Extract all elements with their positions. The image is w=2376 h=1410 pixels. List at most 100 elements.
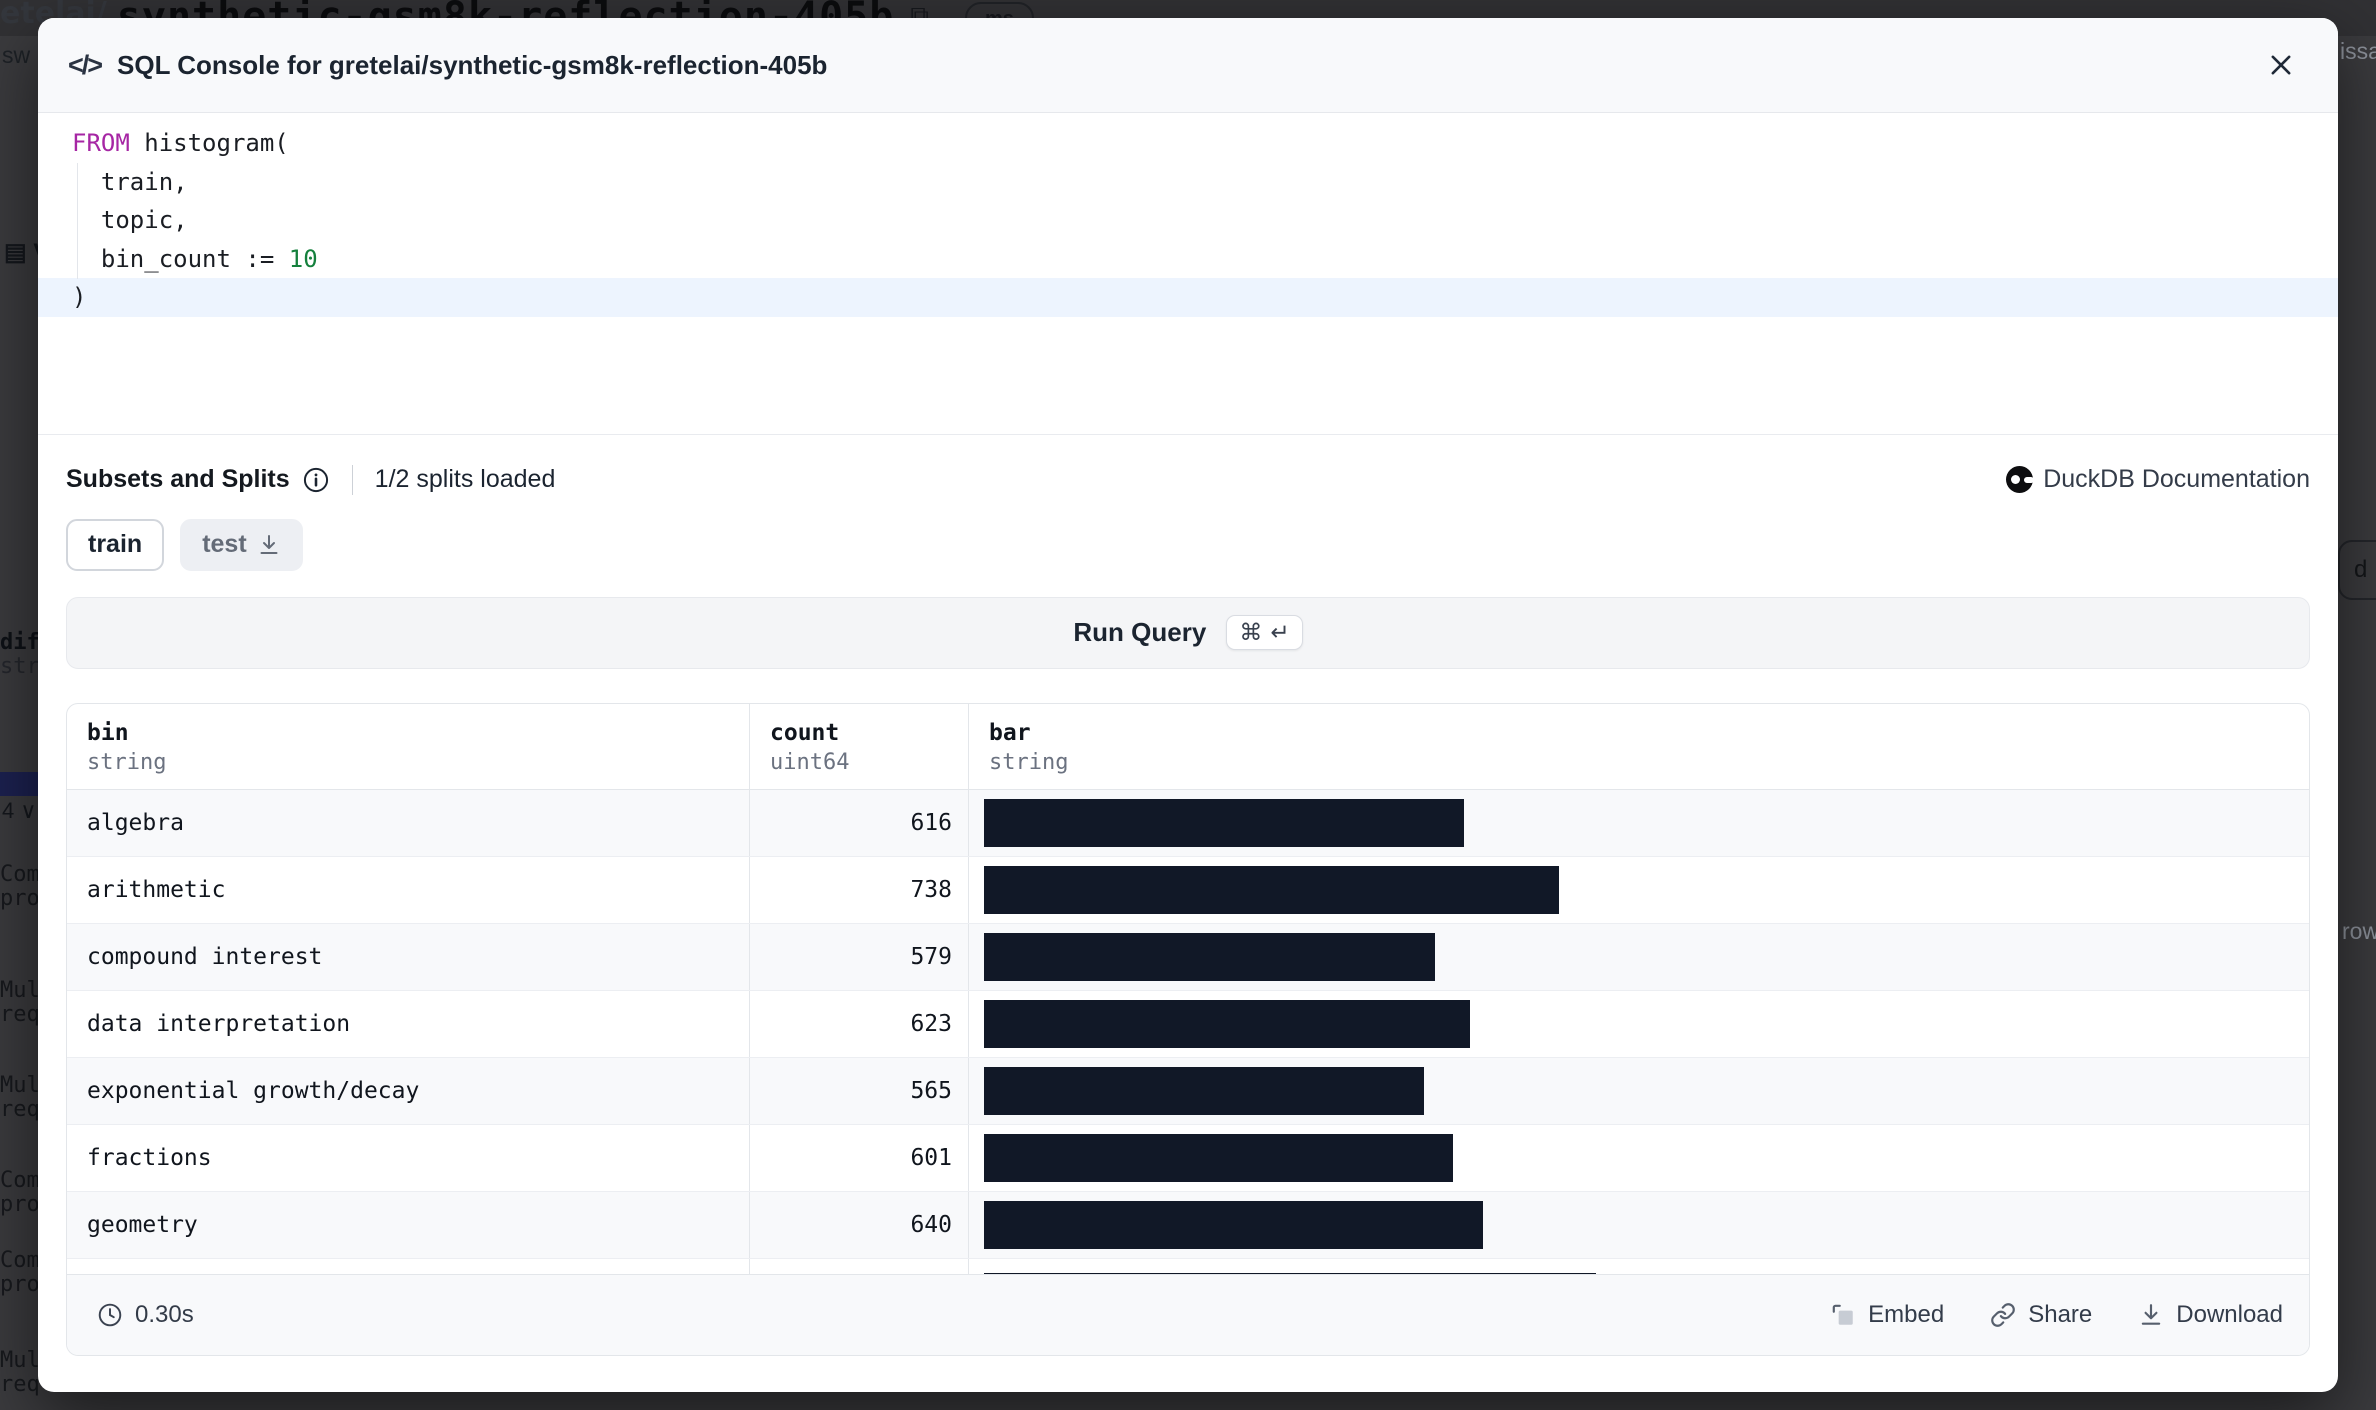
cell-bar xyxy=(968,1124,2309,1191)
embed-button[interactable]: Embed xyxy=(1830,1301,1944,1329)
code-line: train, xyxy=(72,167,188,196)
subsets-title: Subsets and Splits xyxy=(66,465,290,494)
close-icon xyxy=(2271,55,2291,75)
cell-count: 616 xyxy=(749,789,968,856)
cell-count: 601 xyxy=(749,1124,968,1191)
duckdb-documentation-link[interactable]: DuckDB Documentation xyxy=(2006,465,2310,494)
share-button[interactable]: Share xyxy=(1990,1301,2092,1329)
background-fragment: Mul xyxy=(0,1073,40,1098)
split-chip-train[interactable]: train xyxy=(66,518,165,571)
cell-count: 623 xyxy=(749,990,968,1057)
keyboard-shortcut-badge: ⌘ ↵ xyxy=(1226,615,1303,651)
enter-icon: ↵ xyxy=(1270,619,1290,646)
background-fragment: pro xyxy=(0,1192,40,1217)
background-fragment: dif xyxy=(0,630,40,655)
modal-title: SQL Console for gretelai/synthetic-gsm8k… xyxy=(117,49,828,80)
background-fragment: sw xyxy=(2,42,31,68)
download-button[interactable]: Download xyxy=(2138,1301,2283,1329)
split-chip-test[interactable]: test xyxy=(180,518,303,571)
cell-bin: data interpretation xyxy=(87,1010,351,1037)
column-header-count: count uint64 xyxy=(749,703,968,789)
histogram-bar xyxy=(984,1272,1596,1274)
vertical-divider xyxy=(351,464,353,495)
background-fragment: Com xyxy=(0,862,40,887)
background-fragment: Mul xyxy=(0,1348,40,1373)
background-fragment: Com xyxy=(0,1248,40,1273)
histogram-bar xyxy=(984,1200,1483,1249)
cell-count: 565 xyxy=(749,1057,968,1124)
cell-count: 738 xyxy=(749,856,968,923)
embed-icon xyxy=(1832,1304,1853,1325)
clock-icon xyxy=(98,1303,122,1327)
query-duration: 0.30s xyxy=(97,1301,194,1329)
cell-bin: arithmetic xyxy=(87,876,226,903)
table-row: algebra 616 xyxy=(67,789,2309,856)
code-line-active: ) xyxy=(38,278,2338,317)
background-fragment: row xyxy=(2342,918,2376,944)
background-button-fragment: d xyxy=(2338,540,2376,600)
background-fragment: req xyxy=(0,1097,40,1122)
table-row: fractions 601 xyxy=(67,1123,2309,1191)
column-header-bin: bin string xyxy=(87,719,167,775)
cell-bar xyxy=(968,1191,2309,1258)
histogram-bar xyxy=(984,865,1559,914)
cell-bin xyxy=(67,1259,749,1274)
column-header-bar: bar string xyxy=(968,703,2309,789)
background-fragment: req xyxy=(0,1372,40,1397)
sql-console-modal: </> SQL Console for gretelai/synthetic-g… xyxy=(38,18,2338,1392)
table-header-row: bin string count uint64 bar string xyxy=(67,703,2309,790)
cell-bar xyxy=(968,990,2309,1057)
cell-count: 579 xyxy=(749,923,968,990)
info-icon[interactable] xyxy=(302,466,330,494)
results-table: bin string count uint64 bar string algeb… xyxy=(66,702,2310,1356)
section-divider xyxy=(38,433,2338,435)
background-fragment: Com xyxy=(0,1168,40,1193)
background-fragment: pro xyxy=(0,1272,40,1297)
histogram-bar xyxy=(984,798,1464,847)
code-line: FROM histogram( xyxy=(72,129,289,157)
duckdb-logo-icon xyxy=(2006,466,2035,494)
table-row: arithmetic 738 xyxy=(67,855,2309,923)
cell-count: 640 xyxy=(749,1191,968,1258)
link-icon xyxy=(1991,1303,2016,1327)
code-line: bin_count := 10 xyxy=(72,244,318,273)
download-icon xyxy=(260,534,278,554)
cmd-icon: ⌘ xyxy=(1239,619,1263,646)
background-fragment: req xyxy=(0,1002,40,1027)
splits-loaded-status: 1/2 splits loaded xyxy=(374,465,556,494)
code-line: topic, xyxy=(72,206,188,235)
cell-bin: exponential growth/decay xyxy=(87,1077,420,1104)
cell-bar xyxy=(968,923,2309,990)
cell-bar xyxy=(968,1057,2309,1124)
histogram-bar xyxy=(984,932,1435,981)
histogram-bar xyxy=(984,1133,1453,1182)
table-row: exponential growth/decay 565 xyxy=(67,1056,2309,1124)
table-row: data interpretation 623 xyxy=(67,989,2309,1057)
sql-editor[interactable]: FROM histogram( train, topic, bin_count … xyxy=(38,113,2338,317)
cell-bin: geometry xyxy=(87,1211,198,1238)
table-row xyxy=(67,1257,2309,1274)
download-icon xyxy=(2142,1304,2161,1325)
run-query-button[interactable]: Run Query ⌘ ↵ xyxy=(66,596,2310,669)
close-button[interactable] xyxy=(2264,48,2298,82)
indent-guide xyxy=(77,163,78,279)
cell-bar xyxy=(968,856,2309,923)
histogram-bar xyxy=(984,1066,1424,1115)
background-fragment: 4 ∨ xyxy=(2,798,37,823)
cell-bar xyxy=(968,1258,2309,1274)
results-scroll-area[interactable]: algebra 616 arithmetic 738 compound interest… xyxy=(67,789,2309,1274)
cell-bar xyxy=(968,789,2309,856)
table-row: compound interest 579 xyxy=(67,922,2309,990)
cell-bin: algebra xyxy=(87,809,184,836)
background-fragment: pro xyxy=(0,886,40,911)
table-footer: 0.30s Embed S xyxy=(67,1273,2309,1355)
modal-header: </> SQL Console for gretelai/synthetic-g… xyxy=(38,18,2338,113)
background-fragment: str xyxy=(0,654,40,679)
cell-bin: fractions xyxy=(87,1144,212,1171)
table-row: geometry 640 xyxy=(67,1190,2309,1258)
background-fragment: issa xyxy=(2340,38,2376,64)
cell-count xyxy=(749,1258,968,1274)
code-icon: </> xyxy=(68,49,103,80)
histogram-bar xyxy=(984,999,1470,1048)
